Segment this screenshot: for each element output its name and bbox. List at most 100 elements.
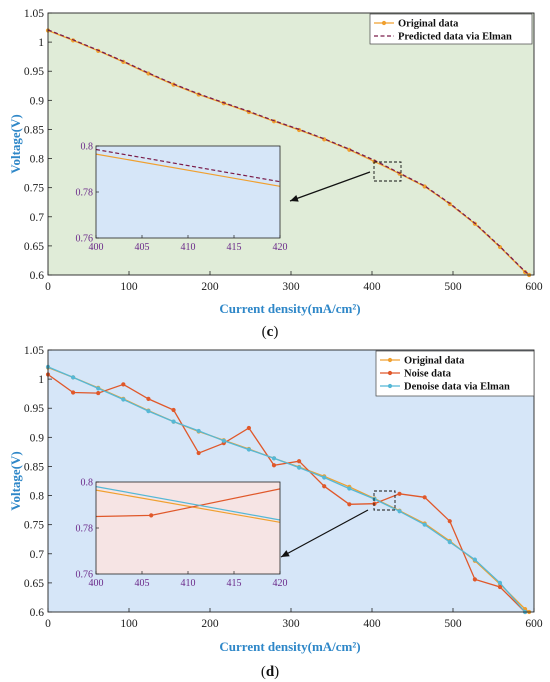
panel-label-close: ): [274, 664, 279, 680]
legend-marker-0: [381, 20, 387, 26]
inset-y-tick-label: 0.76: [76, 570, 94, 581]
inset-y-tick-label: 0.78: [76, 524, 94, 535]
legend-marker-0: [387, 357, 393, 363]
data-point-1-5: [171, 407, 176, 413]
legend-label-0: Original data: [398, 19, 459, 30]
inset-x-tick-label: 420: [273, 242, 288, 253]
inset-plot: 400 405 410 415 420 0.76 0.78 0.8: [76, 478, 288, 590]
x-tick-label: 0: [45, 618, 51, 630]
y-tick-label: 0.7: [30, 549, 45, 561]
x-tick-label: 200: [201, 618, 219, 630]
x-tick-label: 400: [363, 281, 381, 293]
legend-box: [369, 13, 533, 45]
inset-x-tick-label: 400: [89, 578, 104, 589]
chart-panel-d: 0 100 200 300 400 500 600 0.6 0.65 0.7 0.75 0.8 0.85…: [8, 345, 543, 680]
zoom-arrow-line: [280, 509, 369, 558]
y-tick-label: 0.75: [24, 183, 44, 195]
data-point-1-2: [96, 390, 101, 396]
zoom-arrow-head: [281, 550, 290, 557]
panel-label: (c): [262, 324, 279, 340]
inset-x-tick-label: 405: [135, 578, 150, 589]
y-tick-label: 0.85: [24, 461, 44, 473]
zoom-arrow-line: [289, 171, 371, 202]
x-tick-label: 200: [201, 281, 219, 293]
inset-series-line-0: [95, 489, 281, 523]
y-tick-label: 0.65: [24, 578, 44, 590]
data-point-1-15: [422, 495, 427, 500]
data-point-1-18: [497, 584, 503, 590]
inset-x-tick-label: 400: [89, 242, 104, 253]
legend-label-1: Predicted data via Elman: [398, 32, 512, 43]
legend-label-0: Original data: [404, 356, 465, 367]
data-point-2-18: [497, 580, 503, 585]
inset-x-tick-label: 410: [181, 242, 196, 253]
chart-panel-c: 0 100 200 300 400 500 600 0.6 0.65 0.7 0.75 0.8 0.85…: [8, 8, 543, 340]
legend-marker-1: [387, 370, 393, 376]
data-point-2-3: [121, 397, 126, 402]
x-axis-title: Current density(mA/cm²): [219, 301, 360, 316]
data-point-1-6: [196, 450, 201, 456]
y-tick-label: 0.85: [24, 124, 44, 136]
data-point-1-12: [347, 502, 352, 507]
x-tick-label: 100: [120, 281, 138, 293]
data-point-2-8: [246, 447, 251, 452]
legend-box: [375, 350, 535, 397]
inset-data-point-1-1: [149, 513, 154, 518]
y-tick-label: 0.6: [30, 270, 45, 282]
y-tick-label: 0.6: [30, 607, 45, 619]
zoom-region-box: [373, 490, 396, 511]
y-tick-label: 0.95: [24, 66, 44, 78]
data-point-1-9: [271, 463, 277, 468]
series-line-1: [47, 29, 530, 275]
x-tick-label: 100: [120, 618, 138, 630]
y-tick-label: 0.8: [30, 491, 45, 503]
x-axis-title: Current density(mA/cm²): [219, 639, 360, 654]
data-point-2-2: [96, 386, 101, 391]
data-point-1-14: [397, 491, 402, 496]
data-point-2-10: [297, 465, 302, 470]
data-point-1-16: [447, 519, 452, 524]
data-point-1-8: [246, 425, 251, 431]
data-point-2-12: [347, 486, 352, 491]
panel-label-close: ): [273, 324, 278, 340]
inset-y-tick-label: 0.8: [81, 142, 94, 153]
inset-series-line-0: [95, 153, 281, 187]
panel-label-letter: d: [266, 664, 275, 680]
inset-x-tick-label: 405: [135, 242, 150, 253]
panel-label-open: (: [262, 324, 267, 340]
data-point-2-5: [171, 419, 176, 424]
data-point-2-4: [146, 409, 151, 414]
data-point-1-10: [297, 459, 302, 464]
y-tick-label: 1: [38, 37, 44, 49]
legend-marker-2: [387, 383, 393, 389]
x-tick-label: 300: [282, 618, 300, 630]
inset-background: [96, 146, 280, 238]
y-tick-label: 0.65: [24, 241, 44, 253]
data-point-2-17: [472, 557, 477, 562]
data-point-2-16: [447, 540, 452, 545]
y-tick-label: 0.8: [30, 154, 45, 166]
data-point-2-6: [196, 428, 201, 434]
y-tick-label: 0.75: [24, 520, 44, 532]
y-tick-label: 0.7: [30, 212, 45, 224]
data-point-2-9: [271, 456, 277, 461]
panel-label: (d): [261, 664, 279, 680]
data-point-1-17: [472, 577, 477, 582]
inset-background: [96, 482, 280, 574]
inset-x-tick-label: 420: [273, 578, 288, 589]
data-point-2-7: [221, 438, 226, 443]
y-axis-title: Voltage(V): [8, 114, 23, 173]
inset-series-line-2: [95, 486, 281, 521]
zoom-region-box: [373, 161, 402, 182]
data-point-2-1: [71, 375, 76, 380]
data-point-2-14: [397, 509, 402, 514]
x-tick-label: 300: [282, 281, 300, 293]
data-point-1-11: [322, 484, 327, 489]
y-tick-label: 0.9: [30, 432, 45, 444]
panel-label-letter: c: [267, 324, 274, 340]
data-point-1-1: [71, 390, 76, 395]
zoom-arrow-head: [290, 195, 299, 202]
y-axis-title: Voltage(V): [8, 451, 23, 510]
x-tick-label: 500: [444, 281, 462, 293]
y-tick-label: 1: [38, 374, 44, 386]
